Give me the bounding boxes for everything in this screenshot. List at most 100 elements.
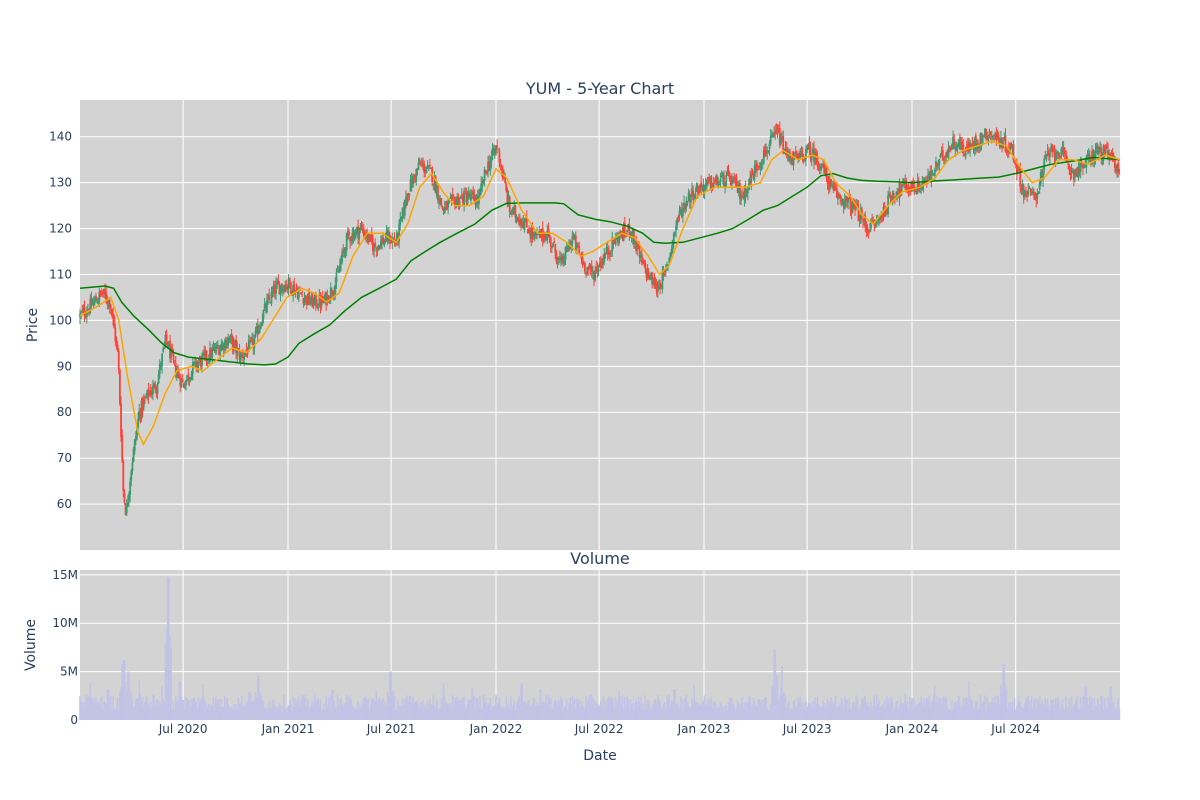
candle-body — [929, 172, 932, 180]
candle — [888, 186, 891, 197]
volume-bar — [826, 699, 829, 720]
volume-bar — [653, 700, 656, 720]
volume-bar — [753, 701, 756, 720]
candle-body — [922, 180, 925, 186]
candle-body — [933, 169, 936, 176]
candle-body — [346, 230, 349, 236]
volume-bar — [99, 698, 102, 720]
volume-bar — [172, 700, 175, 720]
volume-bar — [854, 706, 856, 720]
volume-bar — [915, 704, 918, 720]
candle-body — [554, 243, 557, 253]
volume-bar — [214, 696, 217, 720]
candle-body — [189, 379, 192, 381]
candle — [775, 123, 778, 135]
volume-bar — [687, 706, 690, 720]
candle-body — [490, 156, 493, 162]
volume-bar — [189, 707, 192, 720]
candle — [378, 245, 381, 251]
volume-bar — [291, 710, 293, 720]
volume-bar — [136, 698, 138, 720]
volume-bar — [435, 699, 438, 720]
volume-bar — [230, 707, 233, 720]
candle — [830, 178, 832, 188]
volume-bar — [143, 707, 145, 720]
candle — [504, 172, 507, 184]
candle-body — [832, 185, 835, 188]
candle — [671, 239, 674, 255]
candle — [403, 199, 406, 220]
candle-body — [943, 158, 945, 160]
candle-body — [1069, 168, 1072, 176]
volume-bar — [828, 704, 830, 720]
candle — [743, 185, 746, 207]
candle-body — [1037, 192, 1040, 194]
volume-bar — [631, 703, 634, 720]
volume-bar — [979, 694, 982, 720]
volume-bar — [598, 706, 601, 720]
volume-bar — [148, 707, 151, 720]
volume-bar — [712, 702, 715, 720]
volume-bar — [226, 697, 228, 720]
candle-body — [792, 156, 795, 166]
candle — [434, 175, 437, 194]
candle — [235, 335, 238, 360]
candle-body — [552, 243, 554, 248]
candle — [862, 218, 864, 229]
candle-body — [715, 176, 717, 182]
volume-bar — [391, 691, 394, 720]
candle — [931, 169, 934, 176]
volume-bar — [419, 702, 422, 720]
candle-body — [121, 434, 124, 461]
volume-bar — [742, 708, 745, 720]
candle-body — [194, 359, 197, 361]
volume-bar — [562, 710, 565, 720]
volume-bar — [296, 699, 299, 720]
volume-bar — [432, 695, 435, 720]
volume-bar — [92, 698, 95, 720]
volume-bar — [595, 703, 598, 720]
candle — [774, 124, 777, 140]
candle-body — [457, 196, 460, 206]
candle — [881, 213, 884, 223]
candle-body — [101, 291, 104, 294]
volume-bar — [396, 710, 398, 720]
candle-body — [515, 216, 518, 219]
candle-body — [560, 258, 562, 261]
candle-body — [969, 142, 972, 150]
candle — [212, 341, 215, 352]
volume-bar — [608, 696, 610, 720]
candle-body — [103, 288, 105, 294]
volume-bar — [596, 707, 599, 720]
volume-bar — [242, 708, 244, 720]
volume-bar — [195, 701, 198, 720]
candle — [484, 170, 487, 174]
volume-bar — [659, 701, 661, 720]
volume-bar — [864, 695, 867, 720]
volume-bar — [96, 704, 98, 720]
candle-body — [416, 168, 419, 170]
volume-bar — [997, 695, 1000, 720]
candle-body — [446, 201, 448, 210]
candle — [318, 288, 321, 308]
candle — [422, 157, 424, 171]
candle — [405, 190, 407, 209]
candle-body — [746, 188, 749, 194]
candle — [128, 491, 130, 508]
volume-bar — [1045, 706, 1048, 720]
candle — [1063, 147, 1066, 160]
volume-bar — [83, 702, 86, 720]
candle-body — [612, 239, 615, 243]
candle — [968, 137, 970, 154]
volume-bar — [552, 708, 554, 720]
volume-bar — [786, 703, 789, 720]
candle-body — [990, 135, 993, 137]
volume-bar — [863, 696, 865, 720]
candle-body — [955, 147, 958, 150]
candle-body — [1067, 163, 1070, 165]
volume-bar — [323, 703, 325, 720]
volume-bar — [284, 708, 286, 720]
candle — [685, 196, 688, 212]
candle-body — [1020, 187, 1023, 191]
volume-bar — [559, 704, 561, 720]
